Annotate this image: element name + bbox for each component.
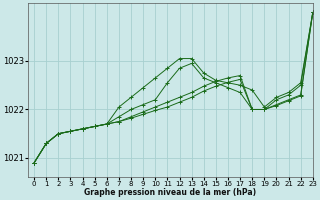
X-axis label: Graphe pression niveau de la mer (hPa): Graphe pression niveau de la mer (hPa)	[84, 188, 257, 197]
